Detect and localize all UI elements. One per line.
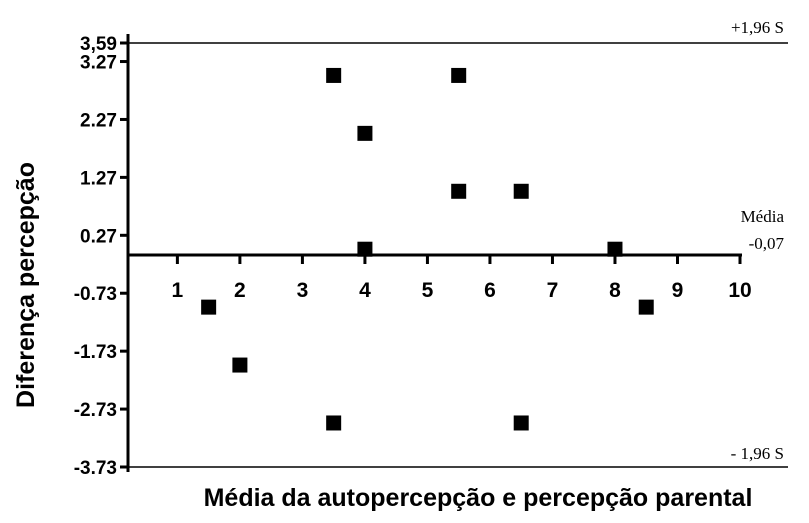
x-tick-label: 1 bbox=[172, 279, 184, 302]
mean-value-label: -0,07 bbox=[749, 234, 785, 253]
data-point bbox=[638, 299, 654, 315]
y-tick-label: 1.27 bbox=[80, 168, 117, 189]
data-point bbox=[513, 183, 529, 199]
data-points bbox=[201, 67, 654, 431]
y-tick-label: -0.73 bbox=[74, 284, 117, 305]
x-tick-label: 9 bbox=[672, 279, 684, 302]
mean-label: Média bbox=[741, 207, 785, 226]
y-tick-label: 3.27 bbox=[80, 53, 117, 74]
reference-lines bbox=[128, 42, 788, 468]
data-point bbox=[201, 299, 217, 315]
lower-limit-label: - 1,96 S bbox=[731, 444, 784, 463]
upper-limit-label: +1,96 S bbox=[731, 18, 784, 37]
x-tick-label: 2 bbox=[234, 279, 246, 302]
x-axis-title: Média da autopercepção e percepção paren… bbox=[204, 484, 753, 512]
x-tick-label: 10 bbox=[728, 279, 751, 302]
y-axis-title: Diferença percepção bbox=[12, 162, 40, 408]
x-tick-label: 5 bbox=[422, 279, 434, 302]
y-axis: 3,593.27 2.27 1.27 0.27 -0.73 -1.73 -2.73 -3.73 bbox=[74, 34, 130, 479]
y-tick-label: 0.27 bbox=[80, 226, 117, 247]
data-point bbox=[513, 415, 529, 431]
data-point bbox=[451, 67, 467, 83]
data-point bbox=[451, 183, 467, 199]
y-tick-label: 2.27 bbox=[80, 110, 117, 131]
y-tick-label: -3.73 bbox=[74, 458, 117, 479]
x-tick-label: 4 bbox=[359, 279, 371, 302]
data-point bbox=[326, 415, 342, 431]
x-axis: 1 2 3 4 5 6 7 8 9 10 bbox=[128, 253, 752, 302]
y-tick-label: -2.73 bbox=[74, 400, 117, 421]
data-point bbox=[232, 357, 248, 373]
data-point bbox=[357, 241, 373, 257]
x-tick-label: 7 bbox=[547, 279, 559, 302]
data-point bbox=[607, 241, 623, 257]
y-tick-label: -1.73 bbox=[74, 342, 117, 363]
x-tick-label: 3 bbox=[297, 279, 309, 302]
data-point bbox=[326, 67, 342, 83]
x-tick-label: 8 bbox=[609, 279, 621, 302]
data-point bbox=[357, 125, 373, 141]
x-tick-label: 6 bbox=[484, 279, 496, 302]
y-tick-label: 3,59 bbox=[80, 34, 117, 55]
